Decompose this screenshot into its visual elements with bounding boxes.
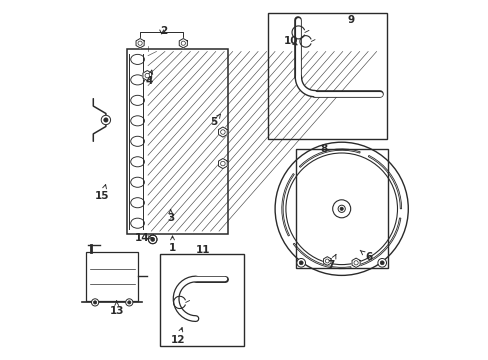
- Circle shape: [296, 258, 305, 267]
- Circle shape: [377, 258, 386, 267]
- Text: 2: 2: [160, 26, 167, 36]
- Circle shape: [103, 118, 108, 122]
- Text: 9: 9: [346, 15, 353, 25]
- Polygon shape: [323, 257, 330, 265]
- Text: 10: 10: [284, 36, 298, 46]
- Bar: [127, 49, 228, 234]
- Text: 11: 11: [196, 245, 210, 255]
- Circle shape: [380, 261, 384, 265]
- Circle shape: [337, 205, 345, 212]
- Bar: [86, 252, 138, 301]
- Polygon shape: [351, 258, 360, 267]
- Polygon shape: [136, 39, 144, 48]
- Polygon shape: [218, 158, 227, 168]
- Text: 7: 7: [326, 254, 335, 270]
- Polygon shape: [179, 39, 187, 48]
- Bar: [160, 254, 244, 346]
- Circle shape: [125, 299, 133, 306]
- Circle shape: [150, 238, 154, 241]
- Text: 4: 4: [145, 70, 152, 86]
- Text: 3: 3: [167, 210, 174, 223]
- Text: 5: 5: [210, 114, 220, 127]
- Text: 1: 1: [168, 236, 176, 253]
- Text: 8: 8: [320, 144, 326, 154]
- Text: 15: 15: [95, 185, 109, 201]
- Bar: [267, 13, 386, 139]
- Circle shape: [148, 235, 157, 244]
- Polygon shape: [218, 127, 227, 137]
- Circle shape: [127, 301, 131, 304]
- Circle shape: [339, 207, 343, 210]
- Bar: [295, 149, 387, 268]
- Text: 14: 14: [134, 233, 152, 243]
- Text: 13: 13: [109, 301, 123, 316]
- Polygon shape: [142, 71, 151, 81]
- Text: 6: 6: [360, 250, 371, 262]
- Circle shape: [93, 301, 97, 304]
- Circle shape: [101, 115, 110, 125]
- Text: 12: 12: [170, 328, 185, 345]
- Circle shape: [91, 299, 99, 306]
- Circle shape: [299, 261, 303, 265]
